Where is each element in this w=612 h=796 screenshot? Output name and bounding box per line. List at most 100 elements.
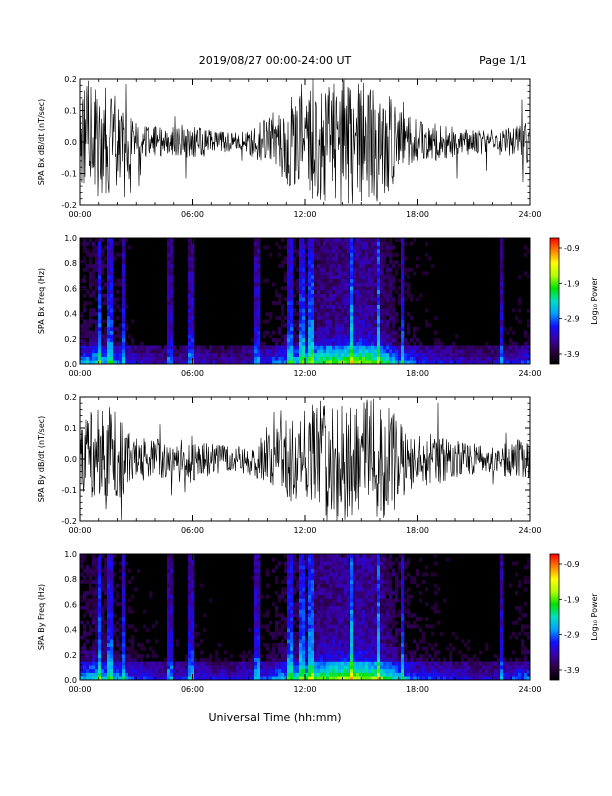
spectrogram-cell xyxy=(155,661,158,665)
spectrogram-cell xyxy=(362,573,365,577)
spectrogram-cell xyxy=(83,598,86,602)
spectrogram-cell xyxy=(107,665,110,669)
spectrogram-cell xyxy=(386,621,389,625)
spectrogram-cell xyxy=(290,290,293,294)
spectrogram-cell xyxy=(401,323,404,327)
spectrogram-cell xyxy=(383,665,386,669)
spectrogram-cell xyxy=(314,661,317,665)
spectrogram-cell xyxy=(287,610,290,614)
spectrogram-cell xyxy=(290,260,293,264)
spectrogram-cell xyxy=(116,643,119,647)
spectrogram-cell xyxy=(320,636,323,640)
spectrogram-cell xyxy=(353,308,356,312)
spectrogram-cell xyxy=(317,238,320,242)
spectrogram-cell xyxy=(143,345,146,349)
spectrogram-cell xyxy=(86,342,89,346)
spectrogram-cell xyxy=(101,654,104,658)
spectrogram-cell xyxy=(173,357,176,361)
spectrogram-cell xyxy=(389,349,392,353)
spectrogram-cell xyxy=(308,584,311,588)
spectrogram-cell xyxy=(266,349,269,353)
spectrogram-cell xyxy=(167,636,170,640)
spectrogram-cell xyxy=(107,569,110,573)
spectrogram-cell xyxy=(179,669,182,673)
spectrogram-cell xyxy=(413,342,416,346)
spectrogram-cell xyxy=(188,561,191,565)
spectrogram-cell xyxy=(170,558,173,562)
spectrogram-cell xyxy=(368,624,371,628)
spectrogram-cell xyxy=(236,349,239,353)
spectrogram-cell xyxy=(110,636,113,640)
spectrogram-cell xyxy=(365,305,368,309)
spectrogram-cell xyxy=(116,327,119,331)
spectrogram-cell xyxy=(401,279,404,283)
spectrogram-cell xyxy=(419,357,422,361)
spectrogram-cell xyxy=(332,632,335,636)
spectrogram-cell xyxy=(104,331,107,335)
spectrogram-cell xyxy=(407,268,410,272)
spectrogram-cell xyxy=(374,301,377,305)
spectrogram-cell xyxy=(89,282,92,286)
spectrogram-cell xyxy=(317,301,320,305)
spectrogram-cell xyxy=(83,558,86,562)
spectrogram-cell xyxy=(113,665,116,669)
spectrogram-cell xyxy=(335,639,338,643)
spectrogram-cell xyxy=(524,271,527,275)
spectrogram-cell xyxy=(362,628,365,632)
spectrogram-cell xyxy=(338,290,341,294)
spectrogram-cell xyxy=(425,271,428,275)
spectrogram-cell xyxy=(191,320,194,324)
spectrogram-cell xyxy=(332,268,335,272)
spectrogram-cell xyxy=(341,308,344,312)
spectrogram-cell xyxy=(386,580,389,584)
spectrogram-cell xyxy=(308,673,311,677)
spectrogram-cell xyxy=(116,654,119,658)
spectrogram-cell xyxy=(101,338,104,342)
spectrogram-cell xyxy=(161,353,164,357)
spectrogram-cell xyxy=(296,282,299,286)
spectrogram-cell xyxy=(293,636,296,640)
spectrogram-cell xyxy=(515,349,518,353)
spectrogram-cell xyxy=(503,327,506,331)
spectrogram-cell xyxy=(245,665,248,669)
spectrogram-cell xyxy=(353,338,356,342)
spectrogram-cell xyxy=(380,565,383,569)
spectrogram-cell xyxy=(272,636,275,640)
spectrogram-cell xyxy=(296,661,299,665)
spectrogram-cell xyxy=(272,338,275,342)
spectrogram-cell xyxy=(368,275,371,279)
spectrogram-cell xyxy=(248,628,251,632)
spectrogram-cell xyxy=(287,669,290,673)
spectrogram-cell xyxy=(341,654,344,658)
spectrogram-cell xyxy=(191,260,194,264)
spectrogram-cell xyxy=(191,580,194,584)
spectrogram-cell xyxy=(365,558,368,562)
spectrogram-cell xyxy=(299,639,302,643)
spectrogram-cell xyxy=(248,357,251,361)
spectrogram-cell xyxy=(308,598,311,602)
spectrogram-cell xyxy=(335,595,338,599)
spectrogram-cell xyxy=(104,602,107,606)
spectrogram-cell xyxy=(284,286,287,290)
spectrogram-cell xyxy=(302,253,305,257)
spectrogram-cell xyxy=(317,279,320,283)
spectrogram-cell xyxy=(344,628,347,632)
spectrogram-cell xyxy=(314,606,317,610)
spectrogram-cell xyxy=(281,342,284,346)
spectrogram-cell xyxy=(380,345,383,349)
spectrogram-cell xyxy=(170,639,173,643)
spectrogram-cell xyxy=(107,331,110,335)
spectrogram-cell xyxy=(299,268,302,272)
spectrogram-cell xyxy=(368,673,371,677)
spectrogram-cell xyxy=(320,275,323,279)
spectrogram-cell xyxy=(170,576,173,580)
spectrogram-cell xyxy=(167,665,170,669)
spectrogram-cell xyxy=(95,673,98,677)
spectrogram-cell xyxy=(281,312,284,316)
spectrogram-cell xyxy=(170,320,173,324)
spectrogram-cell xyxy=(353,565,356,569)
spectrogram-cell xyxy=(362,308,365,312)
spectrogram-cell xyxy=(245,357,248,361)
spectrogram-cell xyxy=(314,257,317,261)
spectrogram-cell xyxy=(107,624,110,628)
